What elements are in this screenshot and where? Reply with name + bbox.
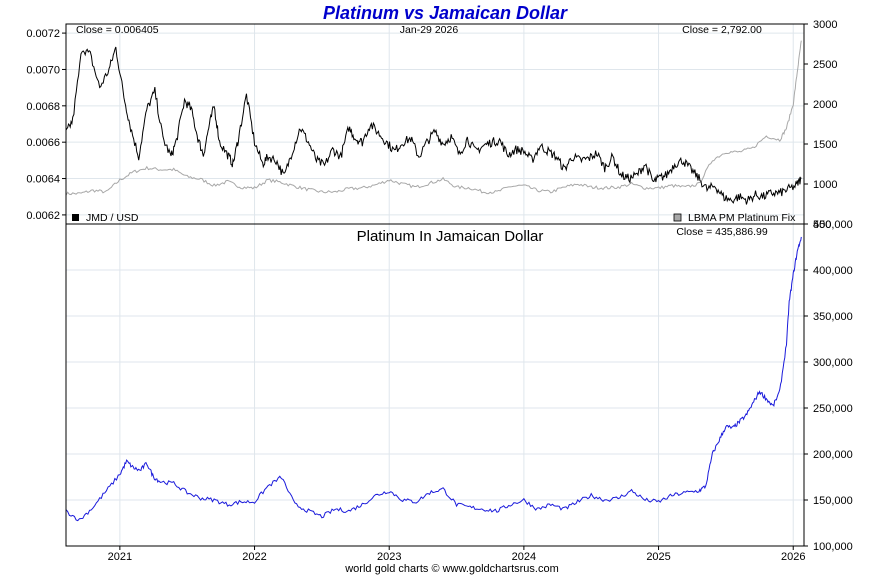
x-axis: 2021 2022 2023 2024 2025 2026	[108, 546, 805, 563]
top-right-tick-label: 3000	[813, 19, 837, 31]
top-date: Jan-29 2026	[400, 24, 459, 36]
bottom-grid	[66, 223, 804, 547]
platinum-jmd-line	[65, 236, 802, 522]
chart-title: Platinum vs Jamaican Dollar	[323, 3, 568, 23]
top-left-tick-label: 0.0072	[26, 28, 60, 40]
legend-platinum-swatch	[673, 213, 682, 222]
bottom-panel-frame	[65, 223, 805, 547]
top-right-tick-label: 2500	[813, 59, 837, 71]
top-panel-frame	[65, 23, 805, 225]
x-tick-label: 2022	[242, 551, 266, 563]
top-left-tick-label: 0.0068	[26, 101, 60, 113]
bottom-right-tick-label: 300,000	[813, 357, 853, 369]
legend-jmd-swatch	[72, 214, 79, 221]
top-left-axis: 0.0072 0.0070 0.0068 0.0066 0.0064 0.0062	[26, 28, 66, 222]
platinum-usd-path	[65, 40, 802, 196]
x-tick-label: 2021	[108, 551, 132, 563]
bottom-panel: Platinum In Jamaican Dollar Close = 435,…	[65, 219, 853, 563]
top-close-left: Close = 0.006405	[76, 24, 159, 36]
top-close-right: Close = 2,792.00	[682, 24, 762, 36]
top-grid	[66, 24, 804, 224]
bottom-right-tick-label: 100,000	[813, 541, 853, 553]
top-right-tick-label: 500	[813, 219, 831, 231]
legend-jmd-label: JMD / USD	[86, 212, 139, 224]
x-tick-label: 2024	[512, 551, 536, 563]
top-right-tick-label: 2000	[813, 99, 837, 111]
footer-credit: world gold charts © www.goldchartsrus.co…	[344, 563, 559, 575]
legend-platinum-label: LBMA PM Platinum Fix	[688, 212, 796, 224]
platinum-jmd-path	[65, 236, 802, 522]
bottom-right-tick-label: 150,000	[813, 495, 853, 507]
bottom-right-tick-label: 350,000	[813, 311, 853, 323]
top-left-tick-label: 0.0066	[26, 137, 60, 149]
top-panel: Close = 0.006405 Jan-29 2026 Close = 2,7…	[26, 19, 837, 231]
bottom-right-axis: 450,000 400,000 350,000 300,000 250,000 200,0…	[804, 219, 853, 553]
x-tick-label: 2026	[781, 551, 805, 563]
x-tick-label: 2025	[646, 551, 670, 563]
bottom-right-tick-label: 250,000	[813, 403, 853, 415]
top-right-tick-label: 1500	[813, 139, 837, 151]
bottom-right-tick-label: 400,000	[813, 265, 853, 277]
bottom-right-tick-label: 200,000	[813, 449, 853, 461]
top-left-tick-label: 0.0070	[26, 64, 60, 76]
bottom-right-tick-label: 450,000	[813, 219, 853, 231]
top-left-tick-label: 0.0064	[26, 174, 60, 186]
top-left-tick-label: 0.0062	[26, 210, 60, 222]
platinum-usd-line	[65, 40, 802, 196]
jmd-usd-line	[65, 46, 802, 205]
bottom-close: Close = 435,886.99	[676, 226, 768, 238]
bottom-subtitle: Platinum In Jamaican Dollar	[357, 228, 544, 245]
top-right-tick-label: 1000	[813, 179, 837, 191]
x-tick-label: 2023	[377, 551, 401, 563]
jmd-usd-path	[65, 46, 802, 205]
top-right-axis: 3000 2500 2000 1500 1000 500	[804, 19, 837, 231]
